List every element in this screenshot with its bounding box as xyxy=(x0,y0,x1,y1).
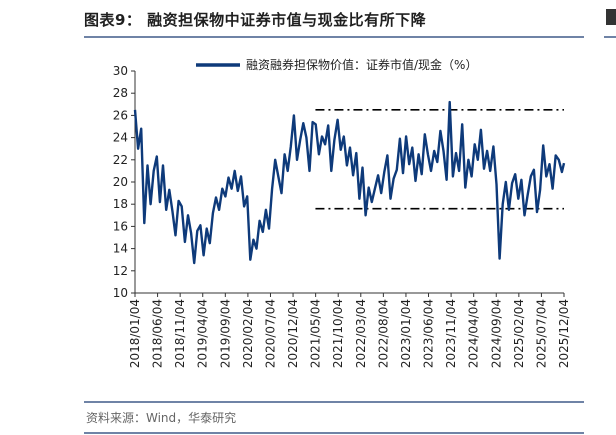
x-tick-label: 2018/06/04 xyxy=(151,299,165,368)
x-tick-label: 2024/04/04 xyxy=(467,299,481,368)
y-tick-label: 12 xyxy=(113,264,128,278)
x-axis: 2018/01/04 2018/06/04 2018/11/04 2019/04/04… xyxy=(128,292,571,368)
x-tick-label: 2023/11/04 xyxy=(444,299,458,368)
footer-rule-bottom xyxy=(84,432,584,434)
x-tick-label: 2025/02/04 xyxy=(512,299,526,368)
series-layer xyxy=(133,100,566,265)
y-tick-label: 22 xyxy=(113,153,128,167)
next-figure-title-fragment xyxy=(606,9,616,25)
y-tick-label: 30 xyxy=(113,64,128,78)
reference-lines xyxy=(315,109,564,210)
x-tick-label: 2023/06/04 xyxy=(422,299,436,368)
legend: 融资融券担保物价值：证券市值/现金（%） xyxy=(196,57,477,72)
footer-rule xyxy=(84,401,584,403)
x-tick-label: 2022/08/04 xyxy=(376,299,390,368)
x-tick-label: 2020/12/04 xyxy=(286,299,300,368)
figure-title: 图表9： 融资担保物中证券市值与现金比有所下降 xyxy=(84,11,427,29)
x-tick-label: 2019/04/04 xyxy=(196,299,210,368)
y-tick-label: 26 xyxy=(113,108,128,122)
x-tick-label: 2020/07/04 xyxy=(263,299,277,368)
next-figure-rule-fragment xyxy=(604,36,616,38)
y-tick-label: 20 xyxy=(113,175,128,189)
x-tick-label: 2018/11/04 xyxy=(173,299,187,368)
y-tick-label: 10 xyxy=(113,286,128,300)
x-tick-label: 2025/07/04 xyxy=(534,299,548,368)
source-note: 资料来源：Wind，华泰研究 xyxy=(86,411,237,425)
series-line xyxy=(133,100,566,265)
x-tick-label: 2021/05/04 xyxy=(309,299,323,368)
x-tick-label: 2019/09/04 xyxy=(218,299,232,368)
y-tick-label: 24 xyxy=(113,131,128,145)
y-tick-label: 18 xyxy=(113,197,128,211)
x-tick-label: 2021/10/04 xyxy=(331,299,345,368)
y-tick-label: 28 xyxy=(113,86,128,100)
title-rule xyxy=(84,36,584,38)
x-tick-label: 2023/01/04 xyxy=(399,299,413,368)
y-axis: 10 12 14 16 18 20 22 24 26 28 30 xyxy=(113,64,136,300)
x-tick-label: 2022/03/04 xyxy=(354,299,368,368)
legend-label: 融资融券担保物价值：证券市值/现金（%） xyxy=(246,57,477,72)
y-tick-label: 16 xyxy=(113,219,128,233)
x-tick-label: 2025/12/04 xyxy=(557,299,571,368)
x-tick-label: 2024/09/04 xyxy=(489,299,503,368)
y-tick-label: 14 xyxy=(113,242,128,256)
x-tick-label: 2018/01/04 xyxy=(128,299,142,368)
x-tick-label: 2020/02/04 xyxy=(241,299,255,368)
